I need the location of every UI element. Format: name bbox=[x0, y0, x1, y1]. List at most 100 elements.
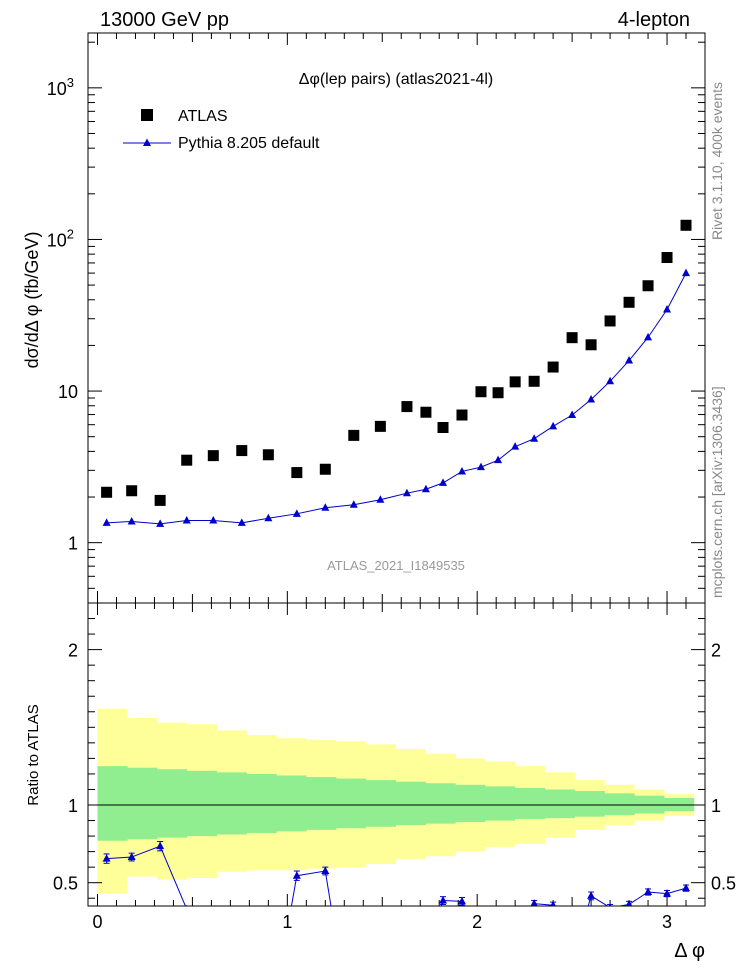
pythia-point bbox=[644, 332, 653, 341]
atlas-point bbox=[291, 467, 303, 479]
header-left: 13000 GeV pp bbox=[100, 9, 229, 31]
pythia-point bbox=[264, 513, 273, 522]
ratio-point bbox=[127, 852, 136, 861]
pythia-point bbox=[625, 356, 634, 364]
pythia-point bbox=[530, 434, 539, 442]
atlas-point bbox=[547, 361, 559, 373]
ratio-band-inner-bin bbox=[276, 775, 307, 832]
ratio-tick-label-right: 1 bbox=[711, 796, 721, 816]
ratio-tick-label-left: 1 bbox=[68, 796, 78, 816]
legend-pythia-marker bbox=[143, 138, 151, 146]
atlas-point bbox=[566, 332, 578, 344]
legend-pythia-label: Pythia 8.205 default bbox=[178, 135, 320, 152]
ratio-band-inner-bin bbox=[365, 780, 397, 827]
pythia-point bbox=[376, 495, 385, 503]
atlas-point bbox=[154, 494, 166, 506]
ratio-band-inner-bin bbox=[127, 767, 158, 840]
watermark: ATLAS_2021_I1849535 bbox=[327, 558, 465, 573]
plot-layer: 0 1 2 3 1 10 102 103 0.5 0.5 1 1 2 2 bbox=[47, 33, 736, 932]
ratio-panel-frame bbox=[87, 602, 706, 907]
atlas-point bbox=[604, 315, 616, 327]
y-tick-label: 102 bbox=[47, 226, 74, 250]
atlas-point bbox=[401, 401, 413, 413]
ratio-band-inner-bin bbox=[455, 784, 486, 823]
atlas-point bbox=[262, 449, 274, 461]
atlas-point bbox=[680, 219, 692, 231]
atlas-point bbox=[207, 450, 219, 462]
ratio-point bbox=[663, 889, 672, 897]
ratio-point bbox=[457, 896, 466, 905]
ratio-point bbox=[185, 904, 188, 906]
ratio-point bbox=[102, 854, 111, 862]
y-axis-label: dσ/dΔ φ (fb/GeV) bbox=[22, 232, 42, 369]
x-axis-label: Δ φ bbox=[674, 940, 705, 962]
ratio-band-inner-bin bbox=[186, 770, 218, 837]
ratio-band-inner-bin bbox=[425, 783, 456, 824]
pythia-point bbox=[421, 484, 430, 493]
pythia-point bbox=[127, 516, 136, 525]
ratio-band-inner-bin bbox=[574, 791, 605, 817]
ratio-series bbox=[102, 841, 691, 906]
ratio-band-inner-bin bbox=[604, 793, 635, 816]
ratio-band-inner-bin bbox=[246, 773, 277, 833]
atlas-point bbox=[126, 485, 138, 497]
ratio-band-inner-bin bbox=[306, 777, 337, 830]
side-text-bottom: mcplots.cern.ch [arXiv:1306.3436] bbox=[709, 386, 725, 598]
x-tick-label: 2 bbox=[472, 912, 482, 932]
pythia-point bbox=[476, 462, 485, 471]
y-tick-label: 1 bbox=[68, 534, 78, 554]
pythia-point bbox=[321, 503, 330, 511]
ratio-point bbox=[682, 883, 691, 892]
pythia-point bbox=[439, 478, 448, 486]
ratio-point bbox=[156, 841, 165, 850]
pythia-point bbox=[292, 509, 301, 517]
atlas-point bbox=[181, 454, 193, 466]
atlas-point bbox=[528, 375, 540, 387]
ratio-band-inner-bin bbox=[157, 769, 188, 838]
legend-atlas-marker bbox=[141, 109, 153, 121]
ratio-tick-label-left: 0.5 bbox=[53, 874, 78, 894]
pythia-point bbox=[402, 488, 411, 497]
legend-atlas-label: ATLAS bbox=[178, 108, 228, 125]
pythia-point bbox=[349, 500, 358, 508]
chart-title: Δφ(lep pairs) (atlas2021-4l) bbox=[299, 71, 493, 88]
ratio-tick-label-right: 0.5 bbox=[711, 874, 736, 894]
ratio-point bbox=[625, 899, 633, 906]
ratio-band-inner-bin bbox=[395, 781, 426, 826]
ratio-tick-label-right: 2 bbox=[711, 641, 721, 661]
atlas-point bbox=[374, 420, 386, 432]
ratio-y-axis-label: Ratio to ATLAS bbox=[25, 704, 42, 805]
pythia-point bbox=[237, 518, 246, 526]
pythia-series-line bbox=[106, 272, 687, 525]
header-right: 4-lepton bbox=[618, 9, 690, 31]
ratio-point bbox=[608, 903, 612, 906]
ratio-band-inner-bin bbox=[514, 787, 546, 819]
ratio-point bbox=[530, 899, 538, 906]
ratio-point bbox=[321, 866, 330, 875]
atlas-point bbox=[420, 406, 432, 418]
pythia-point bbox=[549, 421, 558, 430]
ratio-point bbox=[587, 891, 596, 899]
side-text-top: Rivet 3.1.10, 400k events bbox=[709, 82, 725, 240]
x-tick-label: 1 bbox=[282, 912, 292, 932]
pythia-point bbox=[156, 519, 165, 527]
atlas-point bbox=[509, 376, 521, 388]
pythia-point bbox=[209, 516, 218, 524]
x-tick-label: 0 bbox=[92, 912, 102, 932]
ratio-band-inner-bin bbox=[216, 772, 247, 835]
pythia-point bbox=[457, 466, 466, 475]
pythia-point bbox=[511, 442, 520, 450]
pythia-point bbox=[568, 410, 577, 419]
atlas-point bbox=[475, 386, 487, 398]
atlas-point bbox=[492, 387, 504, 399]
atlas-point bbox=[456, 409, 468, 421]
atlas-point bbox=[623, 296, 635, 308]
pythia-point bbox=[494, 455, 503, 464]
pythia-point bbox=[587, 394, 596, 403]
pythia-point bbox=[102, 518, 111, 526]
pythia-point bbox=[182, 516, 191, 524]
ratio-point bbox=[292, 871, 301, 879]
ratio-tick-label-left: 2 bbox=[68, 641, 78, 661]
atlas-point bbox=[319, 463, 331, 475]
